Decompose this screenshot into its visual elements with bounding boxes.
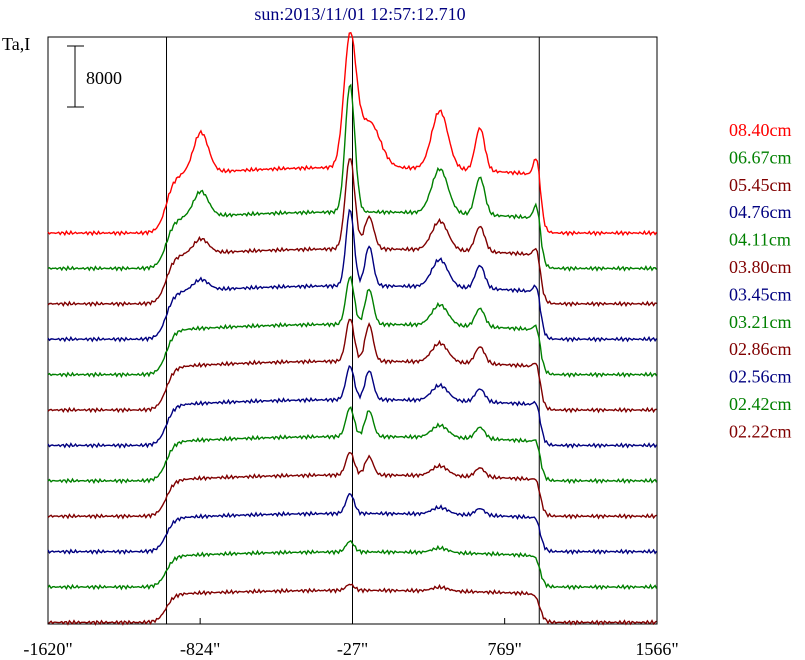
x-tick-label: 769" bbox=[487, 639, 521, 659]
series-line-06.67cm bbox=[47, 83, 658, 272]
series-line-03.21cm bbox=[47, 406, 658, 485]
x-tick-labels: -1620" -824" -27" 769" 1566" bbox=[23, 618, 679, 659]
series-line-02.56cm bbox=[47, 492, 658, 556]
legend-entry-02.42cm: 02.42cm bbox=[729, 394, 792, 414]
series-line-02.42cm bbox=[47, 539, 658, 591]
series-line-08.40cm bbox=[47, 31, 658, 237]
x-tick-label: -824" bbox=[180, 639, 220, 659]
scale-bar-label: 8000 bbox=[86, 68, 122, 88]
x-tick-label: 1566" bbox=[635, 639, 678, 659]
series-layer bbox=[47, 31, 658, 626]
legend: 08.40cm 06.67cm 05.45cm 04.76cm 04.11cm 03.80… bbox=[729, 120, 792, 441]
intensity-scale-bar: 8000 bbox=[67, 45, 122, 108]
legend-entry-02.56cm: 02.56cm bbox=[729, 367, 792, 387]
series-line-02.86cm bbox=[47, 451, 657, 520]
series-line-04.11cm bbox=[47, 275, 658, 379]
legend-entry-03.45cm: 03.45cm bbox=[729, 284, 792, 304]
legend-entry-03.80cm: 03.80cm bbox=[729, 257, 792, 277]
legend-entry-08.40cm: 08.40cm bbox=[729, 120, 792, 140]
legend-entry-05.45cm: 05.45cm bbox=[729, 175, 792, 195]
chart-title: sun:2013/11/01 12:57:12.710 bbox=[254, 4, 465, 24]
y-axis-label: Ta,I bbox=[2, 34, 30, 54]
series-line-03.80cm bbox=[47, 318, 657, 414]
x-tick-label: -27" bbox=[337, 639, 368, 659]
legend-entry-04.11cm: 04.11cm bbox=[729, 230, 791, 250]
series-line-03.45cm bbox=[47, 364, 658, 449]
series-line-05.45cm bbox=[47, 158, 657, 308]
series-line-02.22cm bbox=[47, 583, 658, 626]
x-tick-label: -1620" bbox=[23, 639, 72, 659]
legend-entry-03.21cm: 03.21cm bbox=[729, 312, 792, 332]
legend-entry-04.76cm: 04.76cm bbox=[729, 202, 792, 222]
legend-entry-02.22cm: 02.22cm bbox=[729, 421, 792, 441]
series-line-04.76cm bbox=[47, 208, 658, 343]
legend-entry-06.67cm: 06.67cm bbox=[729, 147, 792, 167]
legend-entry-02.86cm: 02.86cm bbox=[729, 339, 792, 359]
